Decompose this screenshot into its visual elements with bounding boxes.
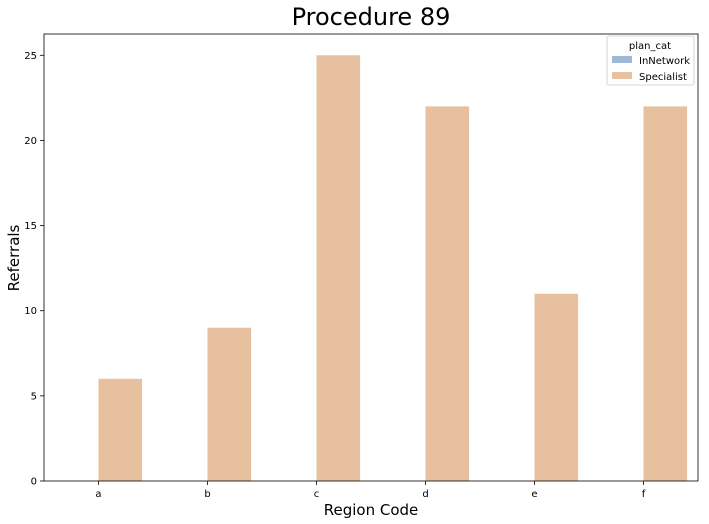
bar-specialist-f [643,106,688,482]
y-tick-label: 20 [24,136,37,147]
y-tick-label: 15 [24,221,37,232]
y-tick-label: 10 [24,306,37,317]
x-axis-label: Region Code [324,501,419,519]
x-tick-label: b [204,489,210,500]
x-tick-label: e [531,489,537,500]
legend-swatch-specialist [612,72,632,79]
y-tick-label: 0 [31,477,37,488]
legend: plan_cat InNetwork Specialist [606,35,695,86]
bar-specialist-e [534,293,579,481]
bar-specialist-a [98,378,143,481]
bars-group [98,55,688,482]
legend-swatch-innetwork [612,56,632,63]
x-axis-ticks: a b c d e f [95,481,646,500]
y-axis-ticks: 0 5 10 15 20 25 [24,51,44,488]
x-tick-label: a [95,489,101,500]
bar-specialist-b [207,327,252,481]
y-axis-label: Referrals [5,224,23,291]
plot-frame [43,33,699,482]
legend-label-specialist: Specialist [639,72,687,83]
legend-title: plan_cat [629,41,671,52]
bar-specialist-c [316,55,361,481]
bar-specialist-d [425,106,470,482]
chart-title: Procedure 89 [292,3,451,31]
x-tick-label: f [642,489,646,500]
y-tick-label: 5 [31,391,37,402]
y-tick-label: 25 [24,51,37,62]
x-tick-label: c [314,489,320,500]
legend-label-innetwork: InNetwork [639,56,690,67]
x-tick-label: d [422,489,428,500]
